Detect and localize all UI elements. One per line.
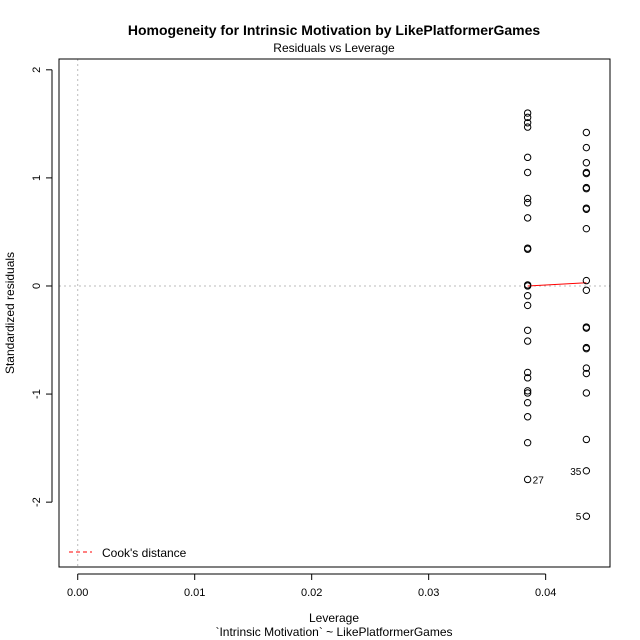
data-point xyxy=(523,123,532,131)
y-tick-label: 0 xyxy=(31,283,43,289)
y-axis-label: Standardized residuals xyxy=(3,252,17,374)
x-tick-label: 0.03 xyxy=(418,587,439,599)
x-axis-label: Leverage xyxy=(309,611,359,625)
data-point xyxy=(523,245,532,253)
data-point xyxy=(582,364,591,372)
point-label: 27 xyxy=(533,475,545,486)
plot-frame xyxy=(58,58,611,568)
x-tick-label: 0.02 xyxy=(301,587,322,599)
data-point xyxy=(523,214,532,222)
point-label: 35 xyxy=(570,467,582,478)
data-point xyxy=(582,128,591,137)
data-point xyxy=(523,194,532,203)
y-tick-label: -2 xyxy=(31,497,43,507)
data-point xyxy=(523,368,532,377)
data-point xyxy=(582,143,591,152)
data-point xyxy=(582,205,591,213)
y-tick-label: 1 xyxy=(31,175,43,181)
smooth-line xyxy=(527,282,587,287)
legend: Cook's distance xyxy=(69,546,187,560)
reference-lines xyxy=(59,59,610,567)
x-tick-label: 0.04 xyxy=(535,587,556,599)
data-points xyxy=(523,109,591,520)
point-labels: 27 35 5 xyxy=(533,467,582,523)
data-point xyxy=(582,286,591,295)
x-axis: 0.00 0.01 0.02 0.03 0.04 xyxy=(67,573,556,599)
data-point xyxy=(523,399,532,407)
data-point xyxy=(523,199,532,207)
data-point xyxy=(523,389,532,397)
data-point xyxy=(582,224,591,233)
y-axis: -2 -1 0 1 2 xyxy=(31,67,53,507)
chart-subtitle: Residuals vs Leverage xyxy=(273,41,395,55)
data-point xyxy=(582,435,591,444)
x-tick-label: 0.00 xyxy=(67,587,88,599)
x-axis-formula: `Intrinsic Motivation` ~ LikePlatformerG… xyxy=(215,625,452,639)
data-point xyxy=(523,168,532,177)
data-point xyxy=(523,282,532,290)
data-point xyxy=(523,109,532,117)
y-tick-label: 2 xyxy=(31,67,43,73)
data-point xyxy=(523,153,532,162)
data-point xyxy=(523,439,532,447)
data-point xyxy=(582,467,591,475)
data-point xyxy=(523,387,532,395)
data-point xyxy=(523,113,532,122)
data-point xyxy=(523,326,532,334)
data-point xyxy=(523,475,532,484)
data-point xyxy=(582,512,591,520)
data-point xyxy=(582,276,591,285)
data-point xyxy=(523,413,532,421)
legend-label: Cook's distance xyxy=(102,546,187,560)
data-point xyxy=(523,292,532,300)
y-tick-label: -1 xyxy=(31,389,43,399)
data-point xyxy=(582,185,591,193)
data-point xyxy=(582,369,591,378)
chart-title: Homogeneity for Intrinsic Motivation by … xyxy=(128,22,541,38)
data-point xyxy=(523,119,532,127)
data-point xyxy=(582,169,591,178)
data-point xyxy=(523,301,532,310)
data-point xyxy=(523,337,532,345)
point-label: 5 xyxy=(576,512,582,523)
smooth-line-group xyxy=(527,282,587,287)
data-point xyxy=(523,374,532,382)
x-tick-label: 0.01 xyxy=(184,587,205,599)
data-point xyxy=(582,344,591,353)
data-point xyxy=(582,159,591,167)
data-point xyxy=(582,389,591,397)
data-point xyxy=(582,324,591,332)
